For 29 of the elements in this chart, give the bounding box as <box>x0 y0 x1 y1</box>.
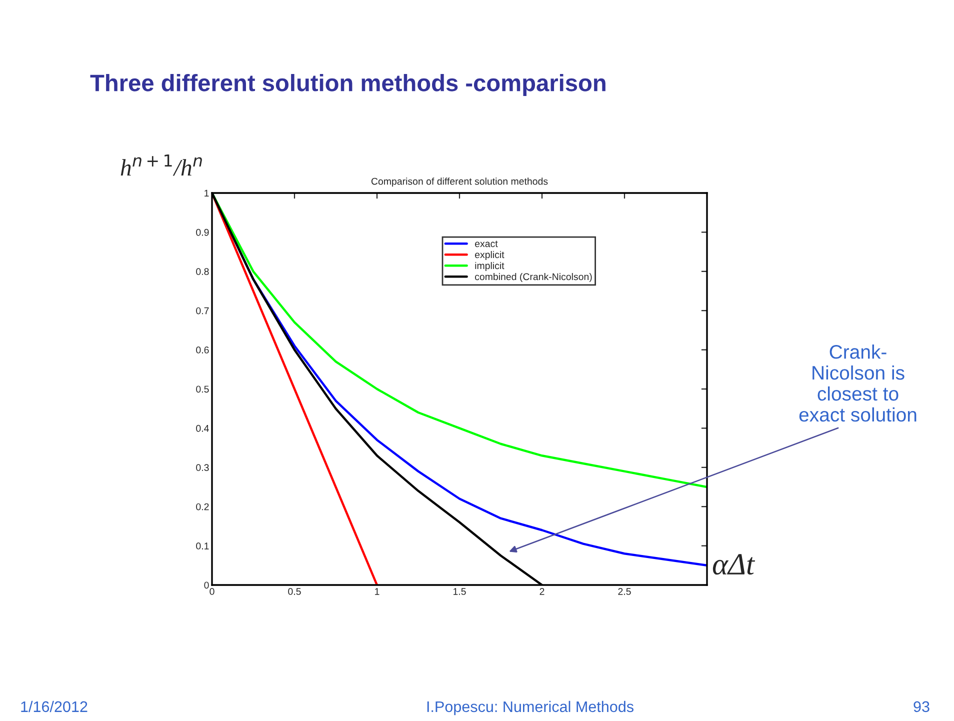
y-tick-label: 0.4 <box>196 424 209 432</box>
x-tick-label: 0.5 <box>288 588 301 595</box>
text: Crank- Nicolson is closest to exact solution <box>799 344 916 422</box>
x-tick-label: 1 <box>375 588 380 595</box>
y-tick-label: 0.2 <box>196 503 209 510</box>
legend-label: implicit <box>475 262 504 272</box>
y-tick-label: 1 <box>204 190 209 197</box>
x-tick-label: 1.5 <box>453 588 466 595</box>
y-tick-label: 0.1 <box>196 542 209 550</box>
text: 1/16/2012 <box>21 700 88 712</box>
y-tick-label: 0.5 <box>196 386 209 393</box>
chart-subtitle: Three different solution methods -comparison <box>90 74 606 96</box>
y-tick-label: 0.7 <box>196 307 209 314</box>
x-tick-label: 2.5 <box>618 588 631 595</box>
y-tick-label: 0.3 <box>196 464 209 472</box>
y-tick-label: 0.8 <box>196 268 209 276</box>
text: I.Popescu: Numerical Methods <box>427 700 634 716</box>
legend-label: explicit <box>475 250 504 260</box>
chart-title: Comparison of different solution methods <box>371 178 548 187</box>
x-tick-label: 2 <box>540 588 544 595</box>
y-axis-title: h$^{n+1}$/h$^{n}$ <box>120 154 202 176</box>
y-tick-label: 0 <box>204 582 209 589</box>
legend-label: exact <box>475 240 498 248</box>
x-tick-label: 0 <box>210 588 214 595</box>
text: 93 <box>914 701 930 712</box>
y-tick-label: 0.9 <box>196 228 209 236</box>
y-tick-label: 0.6 <box>196 346 209 354</box>
x-axis-title: αΔt <box>712 554 756 575</box>
legend-label: combined (Crank-Nicolson) <box>475 273 592 282</box>
